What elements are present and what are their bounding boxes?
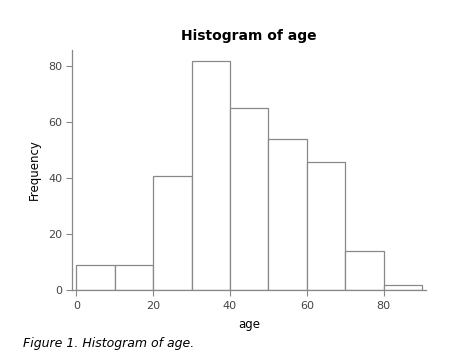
Bar [268, 139, 307, 290]
Bar [345, 251, 384, 290]
Text: Figure 1. Histogram of age.: Figure 1. Histogram of age. [23, 337, 194, 350]
Bar [230, 108, 268, 290]
Bar [76, 265, 115, 290]
Bar [384, 285, 422, 290]
Bar [115, 265, 153, 290]
Bar [153, 176, 192, 290]
Title: Histogram of age: Histogram of age [181, 29, 317, 43]
Bar [307, 161, 345, 290]
Bar [192, 61, 230, 290]
X-axis label: age: age [238, 318, 260, 331]
Y-axis label: Frequency: Frequency [28, 139, 41, 200]
